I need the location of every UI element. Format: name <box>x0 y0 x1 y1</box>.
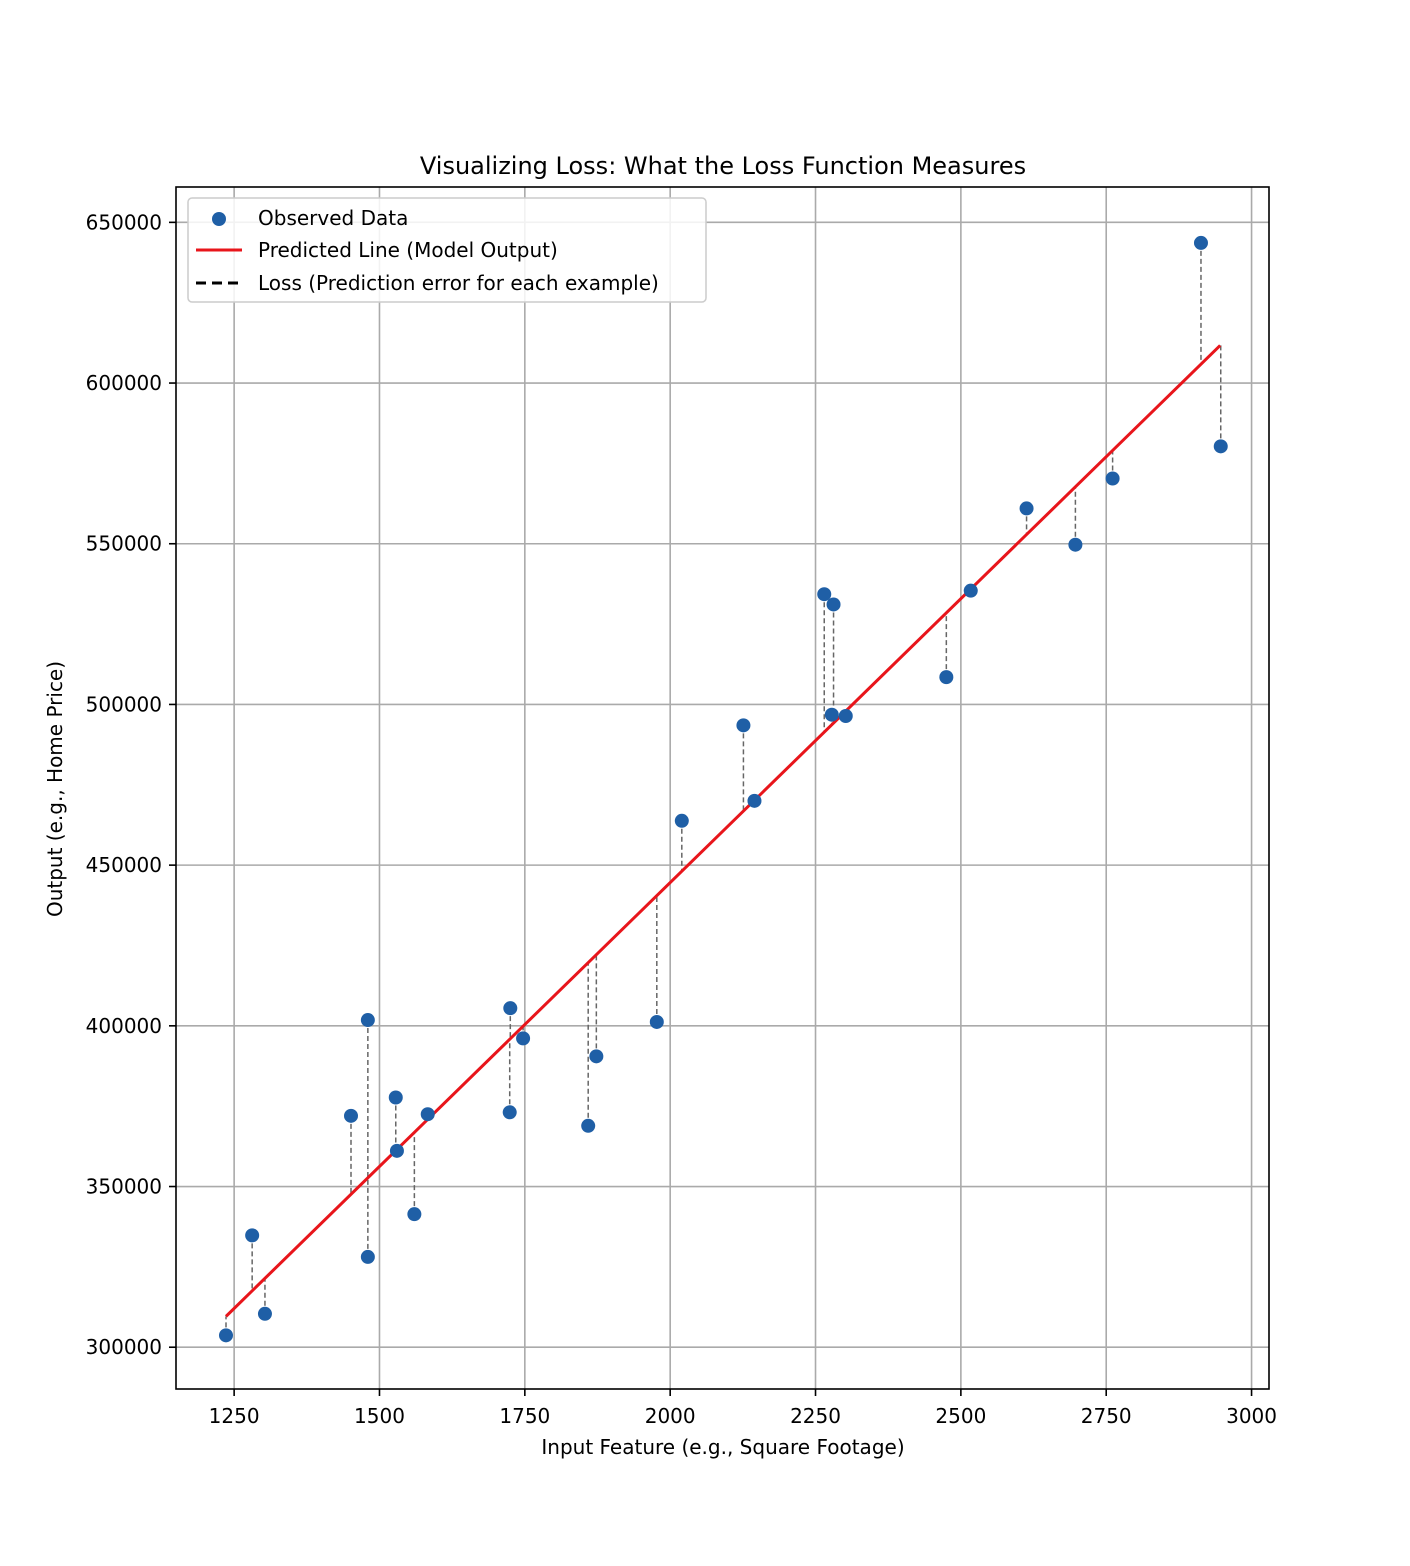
x-tick-label: 2250 <box>790 1404 841 1428</box>
data-point <box>581 1118 596 1133</box>
data-point <box>503 1001 518 1016</box>
y-tick-label: 450000 <box>86 853 162 877</box>
data-point <box>1068 537 1083 552</box>
legend-predicted-label: Predicted Line (Model Output) <box>258 238 558 262</box>
data-point <box>245 1228 260 1243</box>
observed-points <box>218 235 1228 1343</box>
x-axis-label: Input Feature (e.g., Square Footage) <box>541 1435 904 1459</box>
data-point <box>502 1105 517 1120</box>
data-point <box>649 1014 664 1029</box>
legend-observed-label: Observed Data <box>258 206 408 230</box>
data-point <box>838 709 853 724</box>
data-point <box>589 1049 604 1064</box>
x-tick-label: 1250 <box>209 1404 260 1428</box>
legend: Observed Data Predicted Line (Model Outp… <box>187 197 707 303</box>
y-tick-label: 300000 <box>86 1335 162 1359</box>
data-point <box>388 1090 403 1105</box>
data-point <box>1019 501 1034 516</box>
legend-loss-label: Loss (Prediction error for each example) <box>258 271 659 295</box>
data-point <box>674 813 689 828</box>
plot-area-frame <box>175 186 1270 1390</box>
data-point <box>1213 439 1228 454</box>
y-tick-label: 500000 <box>86 692 162 716</box>
data-point <box>817 587 832 602</box>
data-point <box>826 597 841 612</box>
data-point <box>939 670 954 685</box>
data-point <box>389 1143 404 1158</box>
loss-lines <box>225 242 1222 1336</box>
y-tick-label: 350000 <box>86 1175 162 1199</box>
x-tick-label: 1500 <box>354 1404 405 1428</box>
data-point <box>1193 235 1208 250</box>
data-point <box>407 1207 422 1222</box>
x-tick-label: 3000 <box>1226 1404 1277 1428</box>
data-point <box>736 718 751 733</box>
data-point <box>343 1108 358 1123</box>
x-tick-label: 2500 <box>935 1404 986 1428</box>
data-point <box>218 1328 233 1343</box>
data-point <box>1105 471 1120 486</box>
data-point <box>824 707 839 722</box>
data-point <box>516 1031 531 1046</box>
chart-title: Visualizing Loss: What the Loss Function… <box>420 152 1026 180</box>
x-tick-label: 1750 <box>499 1404 550 1428</box>
y-tick-label: 650000 <box>86 210 162 234</box>
data-point <box>963 583 978 598</box>
data-point <box>420 1107 435 1122</box>
x-tick-label: 2750 <box>1081 1404 1132 1428</box>
grid-lines <box>176 187 1269 1389</box>
x-tick-label: 2000 <box>645 1404 696 1428</box>
y-axis-label: Output (e.g., Home Price) <box>43 661 67 917</box>
data-point <box>360 1249 375 1264</box>
y-tick-label: 400000 <box>86 1014 162 1038</box>
y-axis-ticks: 300000 350000 400000 450000 500000 550000 6000… <box>86 210 176 1359</box>
data-point <box>747 793 762 808</box>
legend-box <box>187 197 707 303</box>
data-point <box>257 1306 272 1321</box>
data-point <box>360 1013 375 1028</box>
y-tick-label: 600000 <box>86 371 162 395</box>
x-axis-ticks: 1250 1500 1750 2000 2250 2500 2750 3000 <box>209 1389 1277 1428</box>
legend-observed-marker <box>212 212 226 226</box>
y-tick-label: 550000 <box>86 532 162 556</box>
